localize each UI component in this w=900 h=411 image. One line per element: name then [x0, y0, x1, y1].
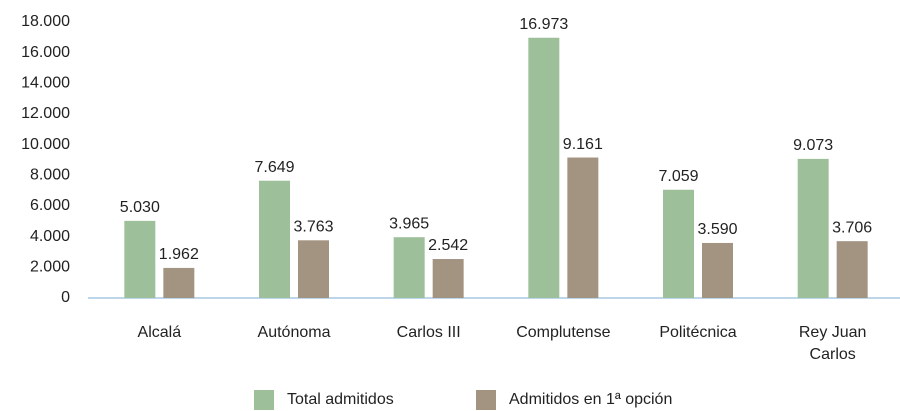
legend-swatch [476, 390, 496, 410]
data-label: 16.973 [519, 16, 568, 33]
y-tick-label: 0 [61, 289, 70, 306]
y-tick-label: 4.000 [30, 228, 70, 245]
y-tick-label: 10.000 [21, 136, 70, 153]
data-label: 5.030 [120, 199, 160, 216]
bar [259, 180, 290, 298]
bar [836, 241, 868, 298]
data-label: 1.962 [159, 246, 199, 263]
data-label: 9.073 [793, 137, 833, 154]
y-tick-label: 12.000 [21, 105, 70, 122]
bar [124, 220, 156, 298]
bar [797, 158, 829, 298]
x-tick-label: Rey Juan Carlos [798, 324, 867, 363]
y-tick-label: 14.000 [21, 75, 70, 92]
bar [298, 240, 329, 298]
x-tick-label: Complutense [516, 324, 611, 341]
y-tick-label: 2.000 [30, 259, 70, 276]
data-label: 3.590 [697, 221, 737, 238]
y-tick-label: 6.000 [30, 197, 70, 214]
data-label: 2.542 [428, 237, 468, 254]
y-tick-label: 16.000 [21, 44, 70, 61]
data-label: 3.965 [389, 215, 429, 232]
y-tick-label: 8.000 [30, 167, 70, 184]
x-tick-label: Politécnica [659, 324, 737, 341]
bar [393, 237, 425, 298]
legend-swatch [254, 390, 274, 410]
x-tick-label: Alcalá [137, 324, 182, 341]
data-label: 7.649 [254, 159, 294, 176]
data-label: 3.706 [832, 219, 872, 236]
bar [567, 157, 599, 298]
x-tick-label: Autónoma [257, 324, 331, 341]
legend-label: Total admitidos [287, 391, 394, 408]
legend-label: Admitidos en 1ª opción [509, 391, 672, 408]
bar [528, 37, 560, 298]
bar [663, 189, 694, 298]
data-label: 9.161 [563, 136, 603, 153]
y-tick-label: 18.000 [21, 13, 70, 30]
x-tick-label: Carlos III [396, 324, 461, 341]
bar [163, 267, 195, 298]
data-label: 3.763 [293, 219, 333, 236]
bar [432, 259, 464, 298]
data-label: 7.059 [658, 168, 698, 185]
bar [702, 242, 733, 298]
